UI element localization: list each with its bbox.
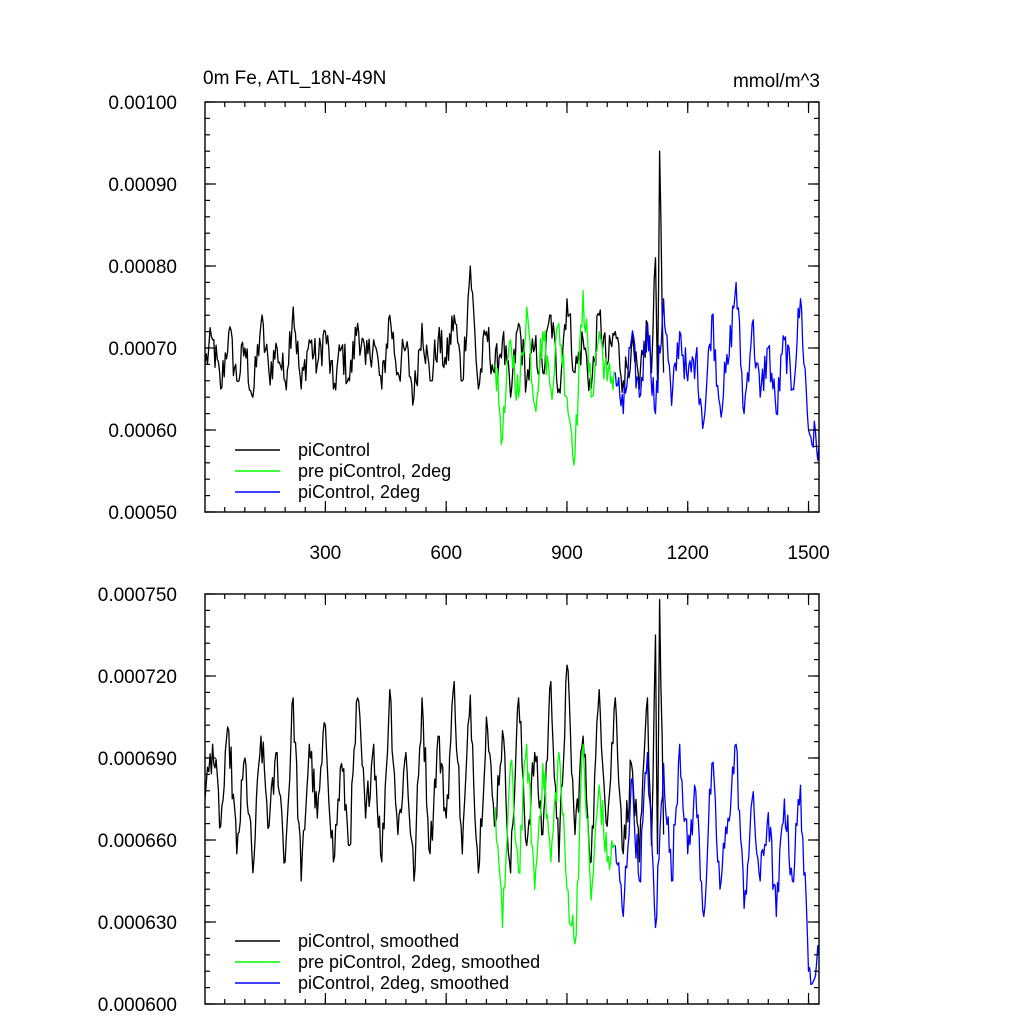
y-tick-label: 0.000660: [98, 831, 177, 852]
x-tick-label: 1500: [787, 543, 829, 564]
legend-label-2: piControl, 2deg: [298, 482, 420, 502]
x-tick-label: 300: [310, 543, 342, 564]
legend-label-2: piControl, 2deg, smoothed: [298, 973, 509, 993]
bottom-panel-lines: [204, 598, 820, 986]
bottom-panel-axes: 0.000600 0.000630 0.000660 0.000690 0.000720…: [98, 585, 819, 1016]
series-line-2: [614, 743, 820, 986]
x-tick-label: 1200: [667, 543, 709, 564]
y-tick-label: 0.00100: [108, 93, 177, 114]
chart-title: 0m Fe, ATL_18N-49N: [203, 68, 386, 89]
y-tick-label: 0.000600: [98, 995, 177, 1016]
x-tick-label: 900: [551, 543, 583, 564]
series-line-1: [494, 289, 616, 466]
legend-label-0: piControl, smoothed: [298, 931, 459, 951]
legend-label-0: piControl: [298, 440, 370, 460]
x-tick-label: 600: [430, 543, 462, 564]
bottom-panel-frame: [204, 593, 820, 1005]
y-tick-label: 0.000720: [98, 667, 177, 688]
series-line-0: [204, 598, 665, 882]
series-line-0: [204, 150, 665, 406]
series-line-2: [614, 281, 820, 461]
legend-label-1: pre piControl, 2deg: [298, 461, 451, 481]
y-tick-label: 0.00050: [108, 503, 177, 524]
y-tick-label: 0.00070: [108, 339, 177, 360]
legend-label-1: pre piControl, 2deg, smoothed: [298, 952, 540, 972]
y-tick-label: 0.000690: [98, 749, 177, 770]
top-panel-axes: 0.00050 0.00060 0.00070 0.00080 0.00090 0.001…: [108, 93, 829, 564]
y-tick-label: 0.000630: [98, 913, 177, 934]
y-tick-label: 0.00060: [108, 421, 177, 442]
y-tick-label: 0.000750: [98, 585, 177, 606]
top-panel-lines: [204, 150, 820, 466]
series-line-1: [494, 743, 616, 945]
chart-units: mmol/m^3: [733, 71, 820, 92]
y-tick-label: 0.00080: [108, 257, 177, 278]
y-tick-label: 0.00090: [108, 175, 177, 196]
top-panel-frame: [204, 101, 820, 513]
